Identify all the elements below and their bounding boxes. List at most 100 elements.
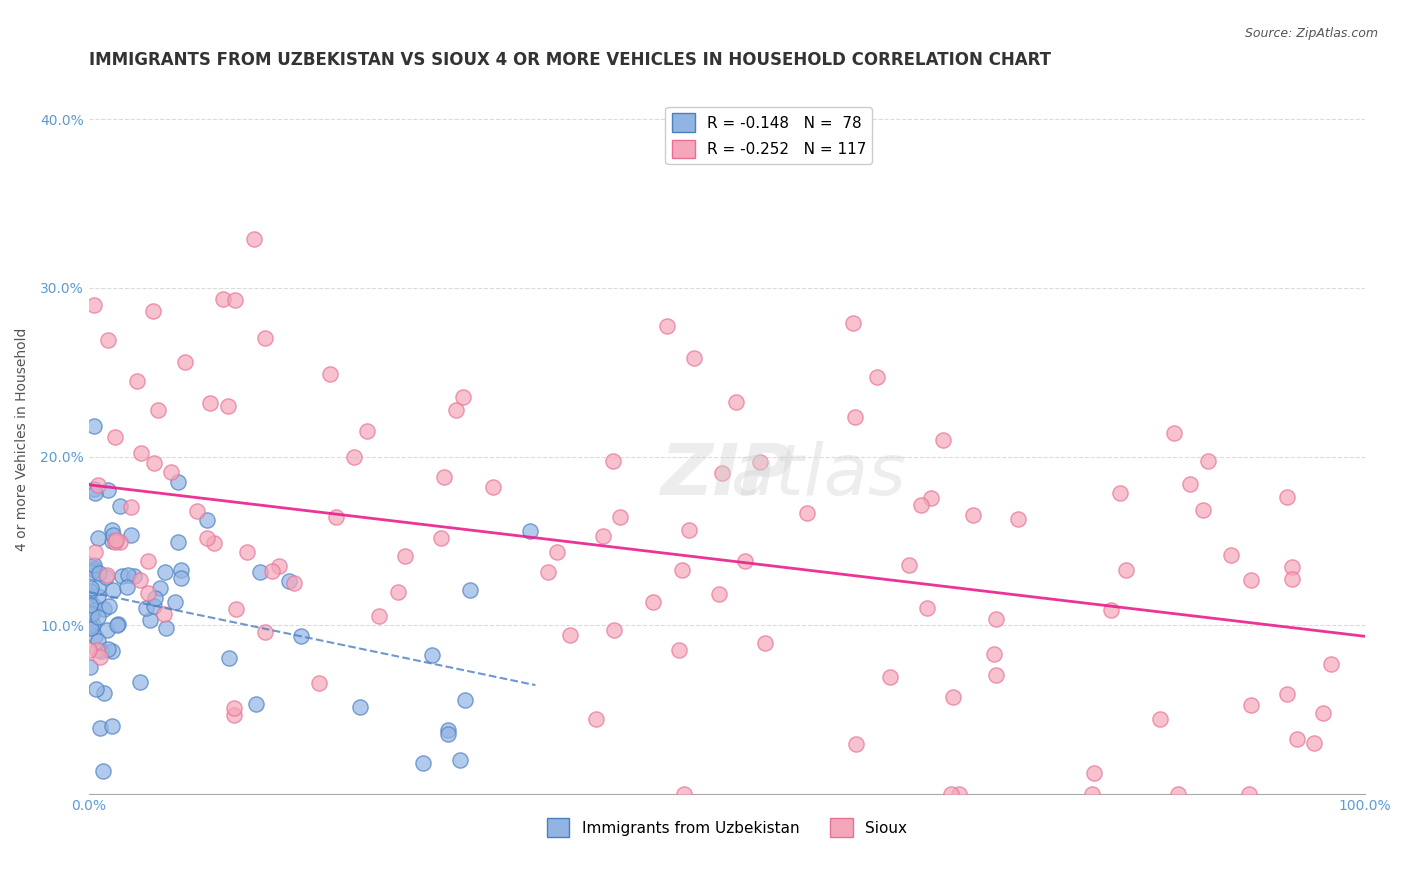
Point (87, 633, 110, 648)
Point (96, 570, 118, 584)
Point (87, 589, 110, 603)
Point (211, 292, 233, 306)
Point (253, 625, 276, 640)
Point (1197, 454, 1219, 468)
Point (1240, 698, 1263, 713)
Point (91, 764, 114, 779)
Point (83, 419, 105, 434)
Point (93, 686, 115, 700)
Point (754, 636, 776, 650)
Point (101, 524, 124, 538)
Point (142, 599, 165, 614)
Point (80, 607, 103, 622)
Point (83, 297, 105, 311)
Point (641, 594, 664, 608)
Point (879, 670, 901, 684)
Point (97, 483, 120, 497)
Point (603, 623, 626, 637)
Point (942, 690, 965, 704)
Point (1007, 511, 1029, 525)
Point (198, 396, 221, 410)
Point (224, 293, 246, 308)
Point (86, 643, 108, 657)
Point (136, 586, 159, 600)
Point (394, 549, 416, 563)
Point (842, 316, 865, 330)
Point (308, 675, 330, 690)
Point (125, 375, 148, 389)
Point (671, 563, 693, 577)
Point (83, 563, 105, 577)
Point (149, 582, 172, 596)
Point (290, 629, 312, 643)
Point (225, 602, 247, 616)
Point (319, 368, 342, 382)
Point (437, 727, 460, 741)
Point (1149, 712, 1171, 726)
Point (1312, 706, 1334, 720)
Point (93, 602, 115, 616)
Point (195, 532, 218, 546)
Point (1192, 503, 1215, 517)
Point (153, 565, 176, 579)
Point (101, 534, 124, 549)
Point (79, 621, 101, 635)
Point (101, 527, 124, 541)
Point (129, 573, 152, 587)
Point (430, 531, 453, 545)
Point (898, 558, 921, 572)
Point (89, 650, 111, 665)
Point (984, 668, 1007, 682)
Point (910, 498, 932, 512)
Point (1285, 732, 1308, 747)
Point (104, 534, 127, 549)
Point (668, 643, 690, 657)
Point (1108, 485, 1130, 500)
Point (82, 617, 104, 632)
Point (920, 491, 942, 505)
Point (245, 697, 267, 711)
Point (1281, 572, 1303, 586)
Point (866, 370, 889, 384)
Point (86, 681, 108, 696)
Point (86, 531, 108, 545)
Point (155, 621, 177, 635)
Point (260, 564, 283, 578)
Point (482, 480, 505, 494)
Point (1163, 426, 1185, 441)
Point (278, 574, 301, 588)
Point (796, 506, 818, 520)
Point (115, 580, 138, 594)
Point (84, 629, 107, 643)
Text: IMMIGRANTS FROM UZBEKISTAN VS SIOUX 4 OR MORE VEHICLES IN HOUSEHOLD CORRELATION : IMMIGRANTS FROM UZBEKISTAN VS SIOUX 4 OR… (89, 51, 1050, 69)
Point (655, 318, 678, 333)
Point (387, 584, 409, 599)
Point (97, 334, 120, 348)
Text: Source: ZipAtlas.com: Source: ZipAtlas.com (1244, 27, 1378, 40)
Point (1281, 559, 1303, 574)
Point (186, 504, 208, 518)
Point (135, 601, 157, 615)
Point (253, 331, 276, 345)
Point (152, 607, 174, 622)
Legend: Immigrants from Uzbekistan, Sioux: Immigrants from Uzbekistan, Sioux (540, 813, 912, 843)
Point (160, 465, 183, 479)
Point (437, 723, 460, 737)
Point (143, 591, 166, 605)
Point (129, 446, 152, 460)
Text: ZIP: ZIP (661, 441, 793, 509)
Point (412, 756, 434, 770)
Point (962, 508, 984, 522)
Point (585, 712, 607, 726)
Point (96, 568, 118, 582)
Point (432, 470, 454, 484)
Point (96, 624, 118, 638)
Point (236, 545, 259, 559)
Point (446, 403, 468, 417)
Point (120, 500, 142, 514)
Point (107, 616, 129, 631)
Point (79, 659, 101, 673)
Point (1237, 787, 1260, 801)
Point (83, 486, 105, 500)
Point (104, 430, 127, 444)
